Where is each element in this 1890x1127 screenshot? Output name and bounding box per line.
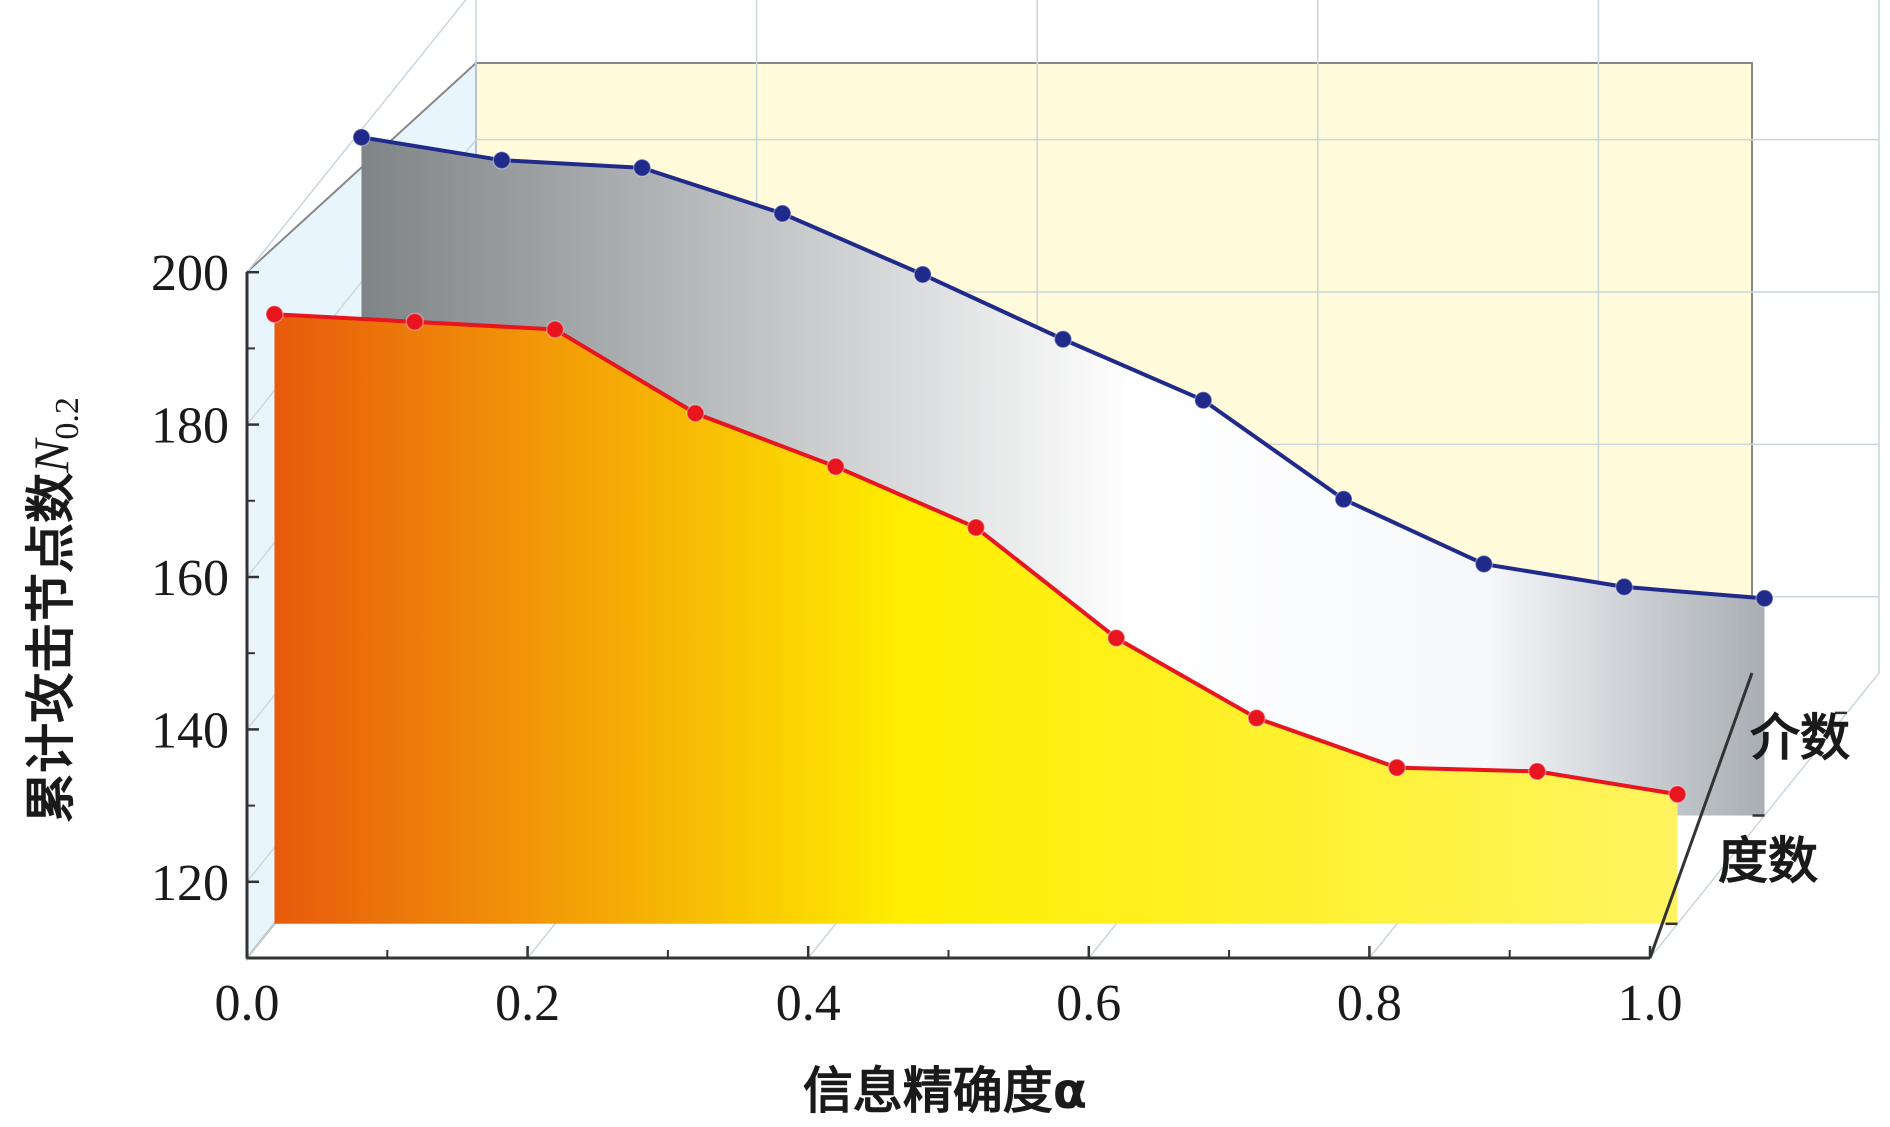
point-degree-10 [1668, 785, 1687, 804]
point-betweenness-10 [1755, 589, 1774, 608]
y-tick-label-4: 200 [151, 245, 229, 302]
x-axis-title: 信息精确度α [803, 1062, 1087, 1120]
x-tick-label-2: 0.4 [776, 975, 841, 1032]
point-degree-9 [1527, 762, 1547, 781]
point-betweenness-5 [1053, 330, 1073, 349]
point-degree-5 [966, 518, 986, 537]
grid-line-x-5 [1649, 0, 1880, 959]
y-axis-title-main: 累计攻击节点数 [22, 473, 80, 823]
y-axis-title-var: N [23, 437, 79, 474]
x-tick-label-0: 0.0 [215, 975, 280, 1032]
x-tick-label-5: 1.0 [1618, 975, 1683, 1032]
y-tick-label-2: 160 [151, 550, 229, 607]
point-degree-6 [1107, 628, 1126, 648]
point-betweenness-8 [1474, 554, 1494, 574]
x-tick-label-4: 0.8 [1337, 975, 1402, 1032]
z-axis-line [1648, 672, 1754, 959]
grid-line-y-4 [246, 0, 467, 273]
point-betweenness-3 [773, 204, 792, 223]
tick-layer: 120 140 160 180 200 0.0 0.2 0.4 0.6 0.8 1.0 [151, 245, 1847, 1032]
y-axis-title-sub: 0.2 [49, 397, 86, 440]
point-degree-1 [405, 312, 425, 332]
series-points-degree [265, 304, 1687, 804]
point-betweenness-7 [1334, 490, 1353, 509]
series-points-betweenness [352, 128, 1774, 608]
y-tick-label-1: 140 [151, 702, 229, 759]
series-area-degree [274, 314, 1678, 924]
point-betweenness-0 [352, 128, 371, 147]
point-degree-2 [545, 320, 565, 339]
point-betweenness-2 [632, 158, 652, 178]
x-tick-label-3: 0.6 [1056, 975, 1121, 1032]
series-label-betweenness: 介数 [1750, 709, 1850, 767]
y-tick-label-0: 120 [151, 855, 229, 912]
point-degree-0 [265, 304, 284, 324]
point-betweenness-1 [492, 150, 512, 170]
point-betweenness-6 [1194, 390, 1213, 410]
series-label-degree: 度数 [1718, 832, 1818, 890]
point-degree-7 [1247, 708, 1266, 728]
point-degree-8 [1387, 758, 1407, 777]
y-tick-label-3: 180 [151, 398, 229, 455]
point-degree-4 [826, 457, 845, 476]
point-betweenness-4 [913, 265, 932, 284]
point-betweenness-9 [1614, 577, 1634, 597]
x-tick-label-1: 0.2 [495, 975, 560, 1032]
point-degree-3 [686, 404, 705, 423]
y-axis-title: 累计攻击节点数N0.2 [22, 397, 86, 823]
